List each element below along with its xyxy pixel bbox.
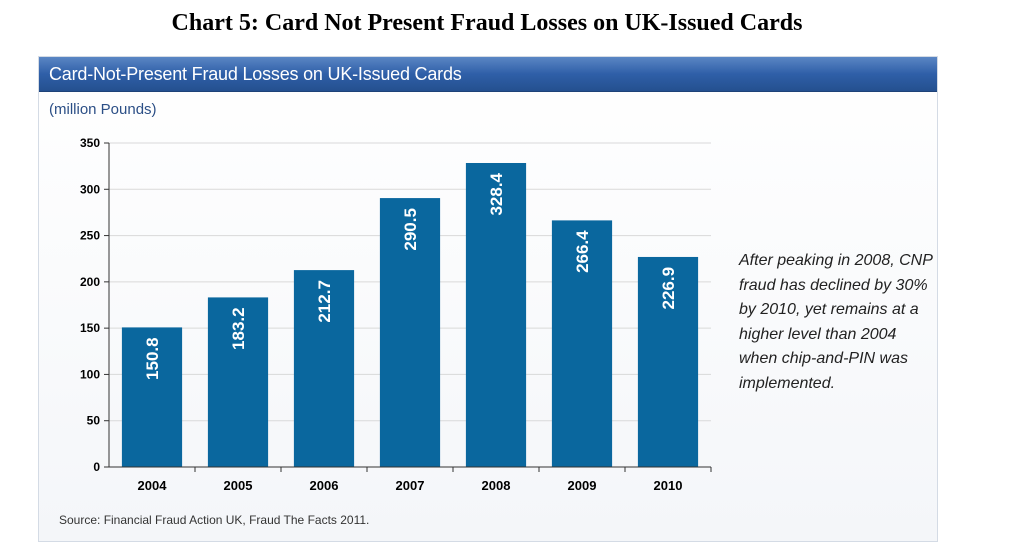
bar-2004 [121, 327, 183, 467]
source-note: Source: Financial Fraud Action UK, Fraud… [59, 513, 370, 527]
bar-value-label: 212.7 [315, 280, 334, 323]
y-axis-unit-label: (million Pounds) [49, 101, 157, 118]
bar-value-label: 328.4 [487, 172, 506, 215]
bar-value-label: 290.5 [401, 208, 420, 251]
bar-2006 [293, 270, 355, 467]
bar-2005 [207, 297, 269, 467]
bar-2010 [637, 256, 699, 467]
chart-title: Card-Not-Present Fraud Losses on UK-Issu… [49, 64, 462, 84]
chart-panel: Card-Not-Present Fraud Losses on UK-Issu… [38, 56, 938, 542]
y-tick-label: 350 [80, 136, 100, 150]
y-tick-label: 200 [80, 275, 100, 289]
bar-value-label: 266.4 [573, 230, 592, 273]
y-tick-label: 0 [93, 460, 100, 474]
bar-2007 [379, 198, 441, 467]
chart-annotation: After peaking in 2008, CNP fraud has dec… [739, 252, 933, 392]
x-tick-label: 2004 [138, 478, 168, 493]
y-tick-label: 300 [80, 182, 100, 196]
y-tick-label: 150 [80, 321, 100, 335]
bar-2009 [551, 220, 613, 467]
x-tick-label: 2006 [310, 478, 339, 493]
x-tick-label: 2010 [654, 478, 683, 493]
bar-2008 [465, 162, 527, 467]
x-tick-label: 2007 [396, 478, 425, 493]
y-tick-label: 250 [80, 229, 100, 243]
page-title: Chart 5: Card Not Present Fraud Losses o… [171, 10, 803, 36]
x-tick-label: 2008 [482, 478, 511, 493]
y-tick-label: 100 [80, 367, 100, 381]
axes: 0 50 100 150 200 250 300 350 2004 2005 2006 2007 200… [80, 136, 712, 493]
bar-value-label: 226.9 [659, 267, 678, 310]
bars: 150.8 183.2 212.7 290.5 328.4 266.4 226.9 [121, 162, 699, 467]
bar-value-label: 150.8 [143, 337, 162, 380]
bar-chart: 150.8 183.2 212.7 290.5 328.4 266.4 226.9 0 50 1… [80, 136, 712, 493]
chart-panel-header: Card-Not-Present Fraud Losses on UK-Issu… [39, 57, 937, 92]
bar-value-label: 183.2 [229, 307, 248, 350]
y-tick-label: 50 [87, 414, 101, 428]
x-tick-label: 2009 [568, 478, 597, 493]
x-tick-label: 2005 [224, 478, 253, 493]
